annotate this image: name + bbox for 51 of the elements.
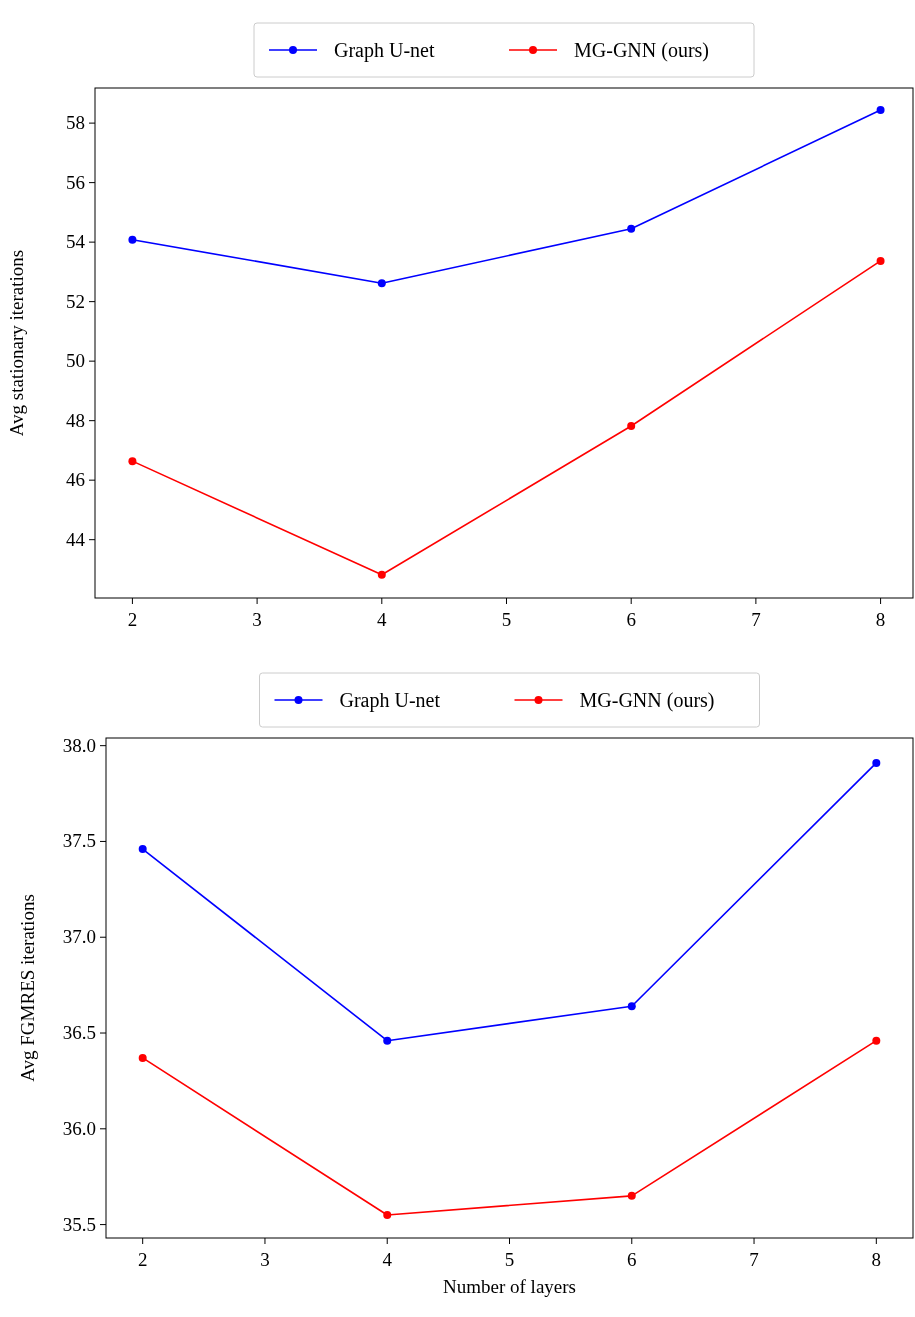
point — [627, 422, 636, 431]
legend-label: Graph U-net — [339, 689, 441, 712]
point — [872, 758, 881, 767]
x-tick-label: 7 — [751, 609, 761, 630]
y-tick-label: 38.0 — [62, 734, 96, 756]
legend-label: Graph U-net — [334, 39, 435, 62]
y-tick-label: 46 — [66, 469, 85, 491]
y-tick-label: 54 — [66, 231, 86, 253]
x-axis-title: Number of layers — [443, 1276, 576, 1297]
y-tick-label: 50 — [66, 350, 85, 372]
x-tick-label: 3 — [260, 1249, 270, 1270]
x-tick-label: 6 — [626, 609, 636, 630]
point — [627, 224, 636, 233]
x-tick-label: 8 — [875, 609, 886, 630]
y-axis-title: Avg FGMRES iterations — [17, 894, 38, 1082]
y-tick-label: 36.0 — [62, 1117, 96, 1139]
y-tick-label: 44 — [66, 528, 86, 550]
y-tick-label: 48 — [66, 409, 85, 431]
x-tick-label: 7 — [749, 1249, 759, 1270]
point — [138, 1053, 147, 1062]
point — [377, 570, 386, 579]
y-tick-label: 52 — [66, 290, 85, 312]
point — [872, 1036, 881, 1045]
legend-label: MG-GNN (ours) — [574, 39, 709, 62]
point — [138, 845, 147, 854]
point — [377, 279, 386, 288]
x-tick-label: 4 — [377, 609, 388, 630]
x-tick-label: 4 — [382, 1249, 393, 1270]
x-tick-label: 3 — [252, 609, 262, 630]
y-tick-label: 37.5 — [62, 830, 96, 852]
point — [383, 1036, 392, 1045]
y-tick-label: 56 — [66, 171, 85, 193]
x-tick-label: 6 — [627, 1249, 637, 1270]
x-tick-label: 5 — [504, 1249, 515, 1270]
y-tick-label: 36.5 — [62, 1022, 96, 1044]
y-tick-label: 58 — [66, 112, 85, 134]
x-tick-label: 5 — [501, 609, 512, 630]
point — [627, 1002, 636, 1011]
point — [876, 106, 885, 115]
y-tick-label: 35.5 — [62, 1213, 96, 1235]
point — [128, 457, 137, 466]
x-tick-label: 2 — [137, 1249, 148, 1270]
y-axis-title: Avg stationary iterations — [6, 249, 27, 437]
y-tick-label: 37.0 — [62, 926, 96, 948]
point — [128, 235, 137, 244]
x-tick-label: 8 — [871, 1249, 882, 1270]
x-tick-label: 2 — [127, 609, 138, 630]
point — [876, 256, 885, 265]
legend-label: MG-GNN (ours) — [579, 689, 715, 712]
point — [383, 1211, 392, 1220]
point — [627, 1191, 636, 1200]
